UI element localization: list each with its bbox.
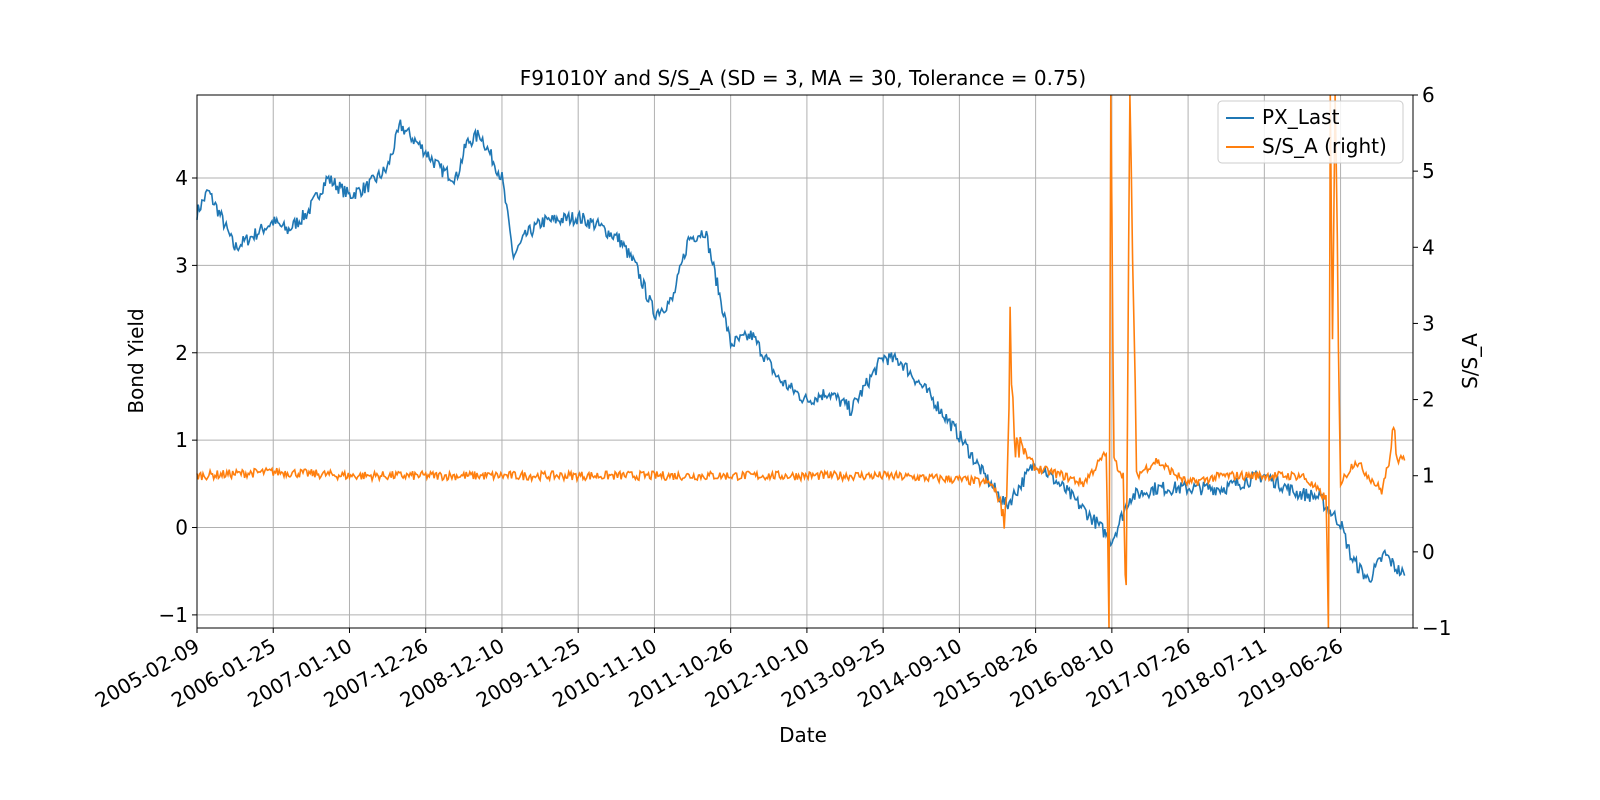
y-tick-label-right: 4 [1422,235,1435,259]
legend-label-ss-a: S/S_A (right) [1262,134,1387,158]
series-line-ss-a [196,94,1406,629]
plot-frame [196,94,1414,629]
plot-area [197,95,1413,628]
y-axis-label-left: Bond Yield [124,308,148,413]
y-tick-label-right: 1 [1422,464,1435,488]
y-tick-label-right: −1 [1422,616,1451,640]
series-right [196,94,1406,629]
x-axis: 2005-02-092006-01-252007-01-102007-12-26… [91,628,1347,712]
y-tick-label-right: 3 [1422,311,1435,335]
series-left [196,119,1406,584]
y-tick-label-left: 0 [175,516,188,540]
y-tick-label-right: 5 [1422,159,1435,183]
right-axis: −1 0 1 2 3 4 5 6 [1413,83,1451,640]
legend-label-px-last: PX_Last [1262,105,1340,129]
legend: PX_Last S/S_A (right) [1217,100,1404,164]
y-axis-label-right: S/S_A [1458,333,1482,389]
y-tick-label-left: 4 [175,166,188,190]
x-axis-label: Date [779,723,827,747]
y-tick-label-left: 3 [175,253,188,277]
y-tick-label-left: 1 [175,428,188,452]
left-axis: −1 0 1 2 3 4 [159,166,197,627]
y-tick-label-left: 2 [175,341,188,365]
grid [197,95,1413,628]
y-tick-label-right: 6 [1422,83,1435,107]
chart-title: F91010Y and S/S_A (SD = 3, MA = 30, Tole… [520,66,1086,90]
series-line-px-last [196,119,1406,584]
legend-box [1217,100,1404,164]
y-tick-label-right: 2 [1422,388,1435,412]
y-tick-label-left: −1 [159,603,188,627]
y-tick-label-right: 0 [1422,540,1435,564]
